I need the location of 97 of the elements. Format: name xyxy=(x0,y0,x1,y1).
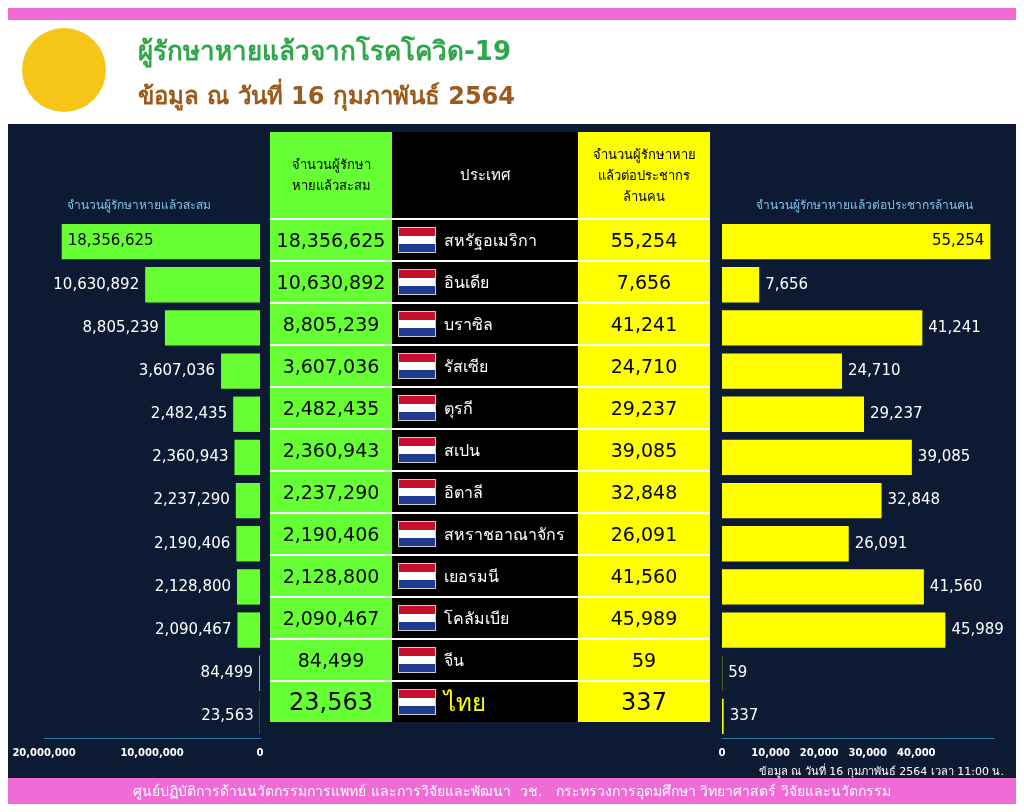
text: 26,091 xyxy=(610,523,678,545)
category-label: สเปน xyxy=(444,440,480,460)
data-label: 39,085 xyxy=(917,447,971,466)
text: 2,360,943 xyxy=(282,439,380,461)
category-label: บราซิล xyxy=(444,314,493,334)
bar xyxy=(237,612,260,648)
data-label: 2,128,800 xyxy=(154,576,232,595)
bar xyxy=(722,267,760,303)
text: 2,090,467 xyxy=(282,607,380,629)
text: ผู้รักษาหายแล้วจากโรคโควิด-19 xyxy=(138,34,511,70)
text: 3,607,036 xyxy=(282,355,380,377)
text: 59 xyxy=(631,649,657,671)
data-label: 32,848 xyxy=(887,490,941,509)
x-axis-title: จำนวนผู้รักษาหายแล้วสะสม xyxy=(66,197,212,215)
text: 29,237 xyxy=(610,397,678,419)
bar xyxy=(233,396,260,432)
data-label: 2,360,943 xyxy=(152,447,229,466)
data-label: 2,090,467 xyxy=(155,619,232,638)
text: 337 xyxy=(621,688,667,716)
category-label: อินเดีย xyxy=(444,272,489,292)
bar xyxy=(235,482,260,519)
bar xyxy=(234,439,260,476)
text: 2,482,435 xyxy=(282,397,380,419)
text: 41,560 xyxy=(610,565,678,587)
bar xyxy=(164,310,260,346)
data-label: 29,237 xyxy=(870,404,923,423)
text: 2,237,290 xyxy=(282,481,380,503)
data-label: 55,254 xyxy=(931,231,985,250)
x-tick-label: 40,000 xyxy=(896,746,936,758)
text: 84,499 xyxy=(297,649,365,671)
x-axis-title: จำนวนผู้รักษาหายแล้วต่อประชากรล้านคน xyxy=(754,197,974,215)
bar xyxy=(722,396,865,432)
bar xyxy=(145,267,260,303)
text: 2,128,800 xyxy=(282,565,380,587)
x-tick-label: 30,000 xyxy=(848,746,888,758)
data-label: 45,989 xyxy=(951,619,1004,638)
text: 55,254 xyxy=(610,229,678,251)
data-label: 84,499 xyxy=(200,663,254,682)
bar xyxy=(722,310,923,346)
x-tick-label: 0 xyxy=(718,746,726,758)
data-label: 41,560 xyxy=(929,576,983,595)
text: จำนวนผู้รักษาหายแล้วต่อประชากรล้านคน xyxy=(592,146,696,204)
text: 18,356,625 xyxy=(276,229,386,251)
x-tick-label: 20,000,000 xyxy=(12,746,76,758)
data-label: 41,241 xyxy=(928,317,981,336)
bar xyxy=(236,526,260,562)
data-label: 59 xyxy=(728,663,748,682)
bar xyxy=(722,223,991,260)
text: 10,630,892 xyxy=(276,271,386,293)
text: 7,656 xyxy=(616,271,672,293)
text: 24,710 xyxy=(610,355,678,377)
bar xyxy=(722,439,912,476)
data-label: 8,805,239 xyxy=(82,317,159,336)
data-label: 23,563 xyxy=(201,706,254,725)
data-label: 3,607,036 xyxy=(138,360,216,379)
category-label: สหราชอาณาจักร xyxy=(444,524,565,544)
text: จำนวนผู้รักษาหายแล้วสะสม xyxy=(291,157,371,193)
x-tick-label: 10,000 xyxy=(751,746,790,758)
text: ข้อมูล ณ วันที่ 16 กุมภาพันธ์ 2564 เวลา 11:00 น. xyxy=(758,762,1004,780)
bar xyxy=(722,482,882,519)
data-label: 7,656 xyxy=(765,274,809,293)
data-label: 26,091 xyxy=(854,533,908,552)
bar xyxy=(237,569,260,605)
bar xyxy=(221,353,260,389)
data-label: 18,356,625 xyxy=(67,231,154,250)
text: 23,563 xyxy=(289,688,373,716)
category-label: รัสเซีย xyxy=(444,356,488,376)
bar xyxy=(61,223,260,260)
category-label: อิตาลี xyxy=(444,482,483,502)
y-axis-title: ประเทศ xyxy=(458,165,512,186)
text: 39,085 xyxy=(610,439,678,461)
text: 32,848 xyxy=(610,481,678,503)
text: ข้อมูล ณ วันที่ 16 กุมภาพันธ์ 2564 xyxy=(138,77,515,113)
text: ศูนย์ปฏิบัติการด้านนวัตกรรมการแพทย์ และการวิจัยและพัฒนา วช. กระทรวงการอุดมศึกษา วิทยาศาสตร์ วิจัยและนวัตกรรม xyxy=(8,778,1016,804)
bar xyxy=(722,612,946,648)
category-label: ตุรกี xyxy=(444,398,473,418)
x-tick-label: 20,000 xyxy=(799,746,839,758)
data-label: 337 xyxy=(729,706,759,725)
x-tick-label: 0 xyxy=(256,746,264,758)
text: 41,241 xyxy=(610,313,678,335)
data-label: 2,190,406 xyxy=(154,533,231,552)
data-label: 2,237,290 xyxy=(153,490,230,509)
category-label: สหรัฐอเมริกา xyxy=(444,230,537,250)
text: 8,805,239 xyxy=(282,313,380,335)
bar xyxy=(722,526,849,562)
x-tick-label: 10,000,000 xyxy=(120,746,184,758)
text: 45,989 xyxy=(610,607,678,629)
category-label: ไทย xyxy=(444,688,486,717)
category-label: จีน xyxy=(444,650,464,670)
data-label: 2,482,435 xyxy=(150,404,228,423)
data-label: 10,630,892 xyxy=(53,274,140,293)
bar xyxy=(722,353,843,389)
category-label: โคลัมเบีย xyxy=(444,608,509,628)
category-label: เยอรมนี xyxy=(444,566,499,586)
data-label: 24,710 xyxy=(848,360,901,379)
bar xyxy=(722,569,924,605)
text: 2,190,406 xyxy=(282,523,380,545)
